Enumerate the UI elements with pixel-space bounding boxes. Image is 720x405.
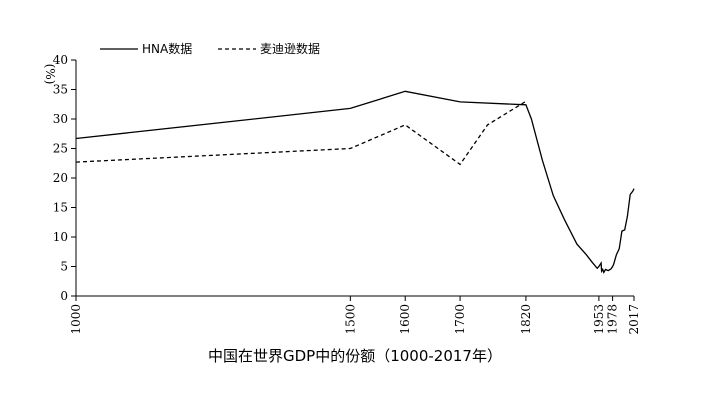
y-tick-label: 35 [53,83,68,97]
x-tick-label: 1600 [398,304,412,335]
y-axis-unit: (%) [43,64,57,85]
x-tick-label: 1820 [519,304,533,335]
x-tick-label: 1000 [69,304,83,335]
x-tick-label: 1700 [453,304,467,335]
y-tick-label: 15 [53,201,68,215]
y-tick-label: 5 [60,260,68,274]
y-tick-label: 30 [53,112,68,126]
legend: HNA数据 麦迪逊数据 [100,41,320,56]
y-axis: 0 5 10 15 20 25 30 35 40 [53,53,77,303]
legend-label-2: 麦迪逊数据 [260,41,320,56]
chart-caption: 中国在世界GDP中的份额（1000-2017年） [208,347,502,365]
y-tick-label: 10 [53,230,68,244]
x-tick-label: 1978 [606,304,620,335]
plot-area [75,90,635,274]
series-line-1 [75,90,635,274]
x-axis: 1000 1500 1600 1700 1820 1953 1978 2017 [69,295,641,335]
x-tick-label: 2017 [627,304,641,335]
legend-label-1: HNA数据 [142,41,192,56]
y-tick-label: 0 [60,289,68,303]
y-tick-label: 25 [53,142,68,156]
y-tick-label: 20 [53,171,68,185]
x-tick-label: 1953 [592,304,606,335]
y-tick-label: 40 [53,53,68,67]
x-tick-label: 1500 [343,304,357,335]
series-line-2 [75,100,527,166]
